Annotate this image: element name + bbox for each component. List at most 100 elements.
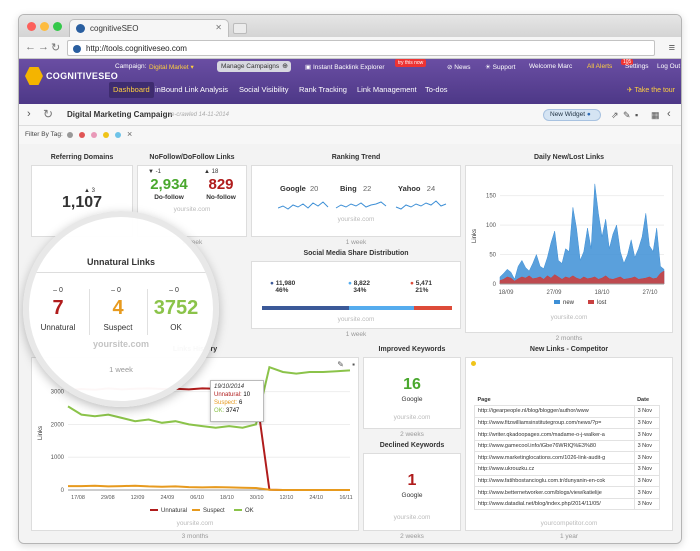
browser-menu-icon[interactable]: ≡ <box>668 42 675 54</box>
suspect-label: Suspect <box>103 323 133 332</box>
row-date: 3 Nov <box>633 405 661 418</box>
share-icon[interactable]: ⇗ <box>611 110 619 120</box>
support-label: Support <box>492 64 516 71</box>
y-axis-label: Links <box>472 229 478 243</box>
dashboard-area: 1,107 ▲ 3 Referring Domains NoFollow/DoF… <box>19 144 681 543</box>
crawl-date: re-crawled 14-11-2014 <box>169 112 229 118</box>
table-row[interactable]: http://igearpeople.nl/blog/blogger/autho… <box>474 405 661 418</box>
declined-keywords-value: 1 <box>407 472 417 489</box>
row-page-link[interactable]: http://www.gamecool.info/iGbe76WRIQ%E3%8… <box>474 439 635 453</box>
welcome-text: Welcome Marc <box>529 63 573 70</box>
tooltip-unnatural-label: Unnatural: <box>214 392 242 398</box>
nav-social-visibility[interactable]: Social Visibility <box>239 85 289 94</box>
table-row[interactable]: http://www.datadial.net/blog/index.php/2… <box>474 497 661 511</box>
new-widget-button[interactable]: New Widget ● <box>543 109 601 121</box>
chevron-left-icon[interactable]: ‹ <box>667 108 671 120</box>
row-page-link[interactable]: http://www.fitzwilliamsinstitutegroup.co… <box>474 416 635 430</box>
competitor-site: yourcompetitor.com <box>540 520 598 527</box>
collapse-sidebar-icon[interactable]: › <box>27 108 31 120</box>
facebook-icon: ● <box>270 280 274 287</box>
history-trash-icon[interactable]: ▪ <box>352 360 355 369</box>
row-date: 3 Nov <box>633 486 661 499</box>
bing-label: Bing <box>340 184 357 193</box>
facebook-share: ● 11,980 46% <box>270 280 295 294</box>
improved-keywords-title: Improved Keywords <box>378 346 446 353</box>
table-row[interactable]: http://www.marketinglocations.com/1026-l… <box>474 451 661 465</box>
close-tab-icon[interactable]: ✕ <box>215 23 222 32</box>
app-logo[interactable]: COGNITIVESEO <box>25 65 121 98</box>
daily-period: 2 months <box>555 335 583 342</box>
tag-yellow-icon[interactable] <box>103 132 109 138</box>
table-row[interactable]: http://www.ukrouzku.cz 3 Nov <box>474 463 661 476</box>
forward-arrow-icon[interactable]: → <box>38 41 49 53</box>
reload-icon[interactable]: ↻ <box>51 42 61 54</box>
nav-rank-tracking[interactable]: Rank Tracking <box>299 85 347 94</box>
new-tab-button[interactable] <box>233 23 247 34</box>
close-window-icon[interactable] <box>27 22 36 31</box>
x-tick-label: 12/09 <box>131 495 145 501</box>
manage-campaigns-button[interactable]: Manage Campaigns ⊕ <box>217 61 291 72</box>
nav-link-management[interactable]: Link Management <box>357 85 417 94</box>
plus-circle-icon: ● <box>586 111 591 118</box>
tag-blue-icon[interactable] <box>115 132 121 138</box>
tag-pink-icon[interactable] <box>91 132 97 138</box>
row-page-link[interactable]: http://www.ukrouzku.cz <box>474 463 635 476</box>
google-label: Google <box>280 184 306 193</box>
row-page-link[interactable]: http://igearpeople.nl/blog/blogger/autho… <box>474 405 635 418</box>
back-arrow-icon[interactable]: ← <box>25 41 36 53</box>
col-page: Page <box>477 396 491 403</box>
clear-filter-icon[interactable]: × <box>127 129 133 139</box>
competitor-widget: Page Date http://igearpeople.nl/blog/blog… <box>465 357 673 531</box>
row-page-link[interactable]: http://www.betternetworker.com/blogs/vie… <box>474 486 635 499</box>
suspect-value: 4 <box>112 297 124 319</box>
browser-window: cognitiveSEO ✕ ← → ↻ http://tools.cognit… <box>18 14 682 544</box>
row-page-link[interactable]: http://www.marketinglocations.com/1026-l… <box>474 451 635 465</box>
plus-icon: ⊕ <box>282 63 288 70</box>
nav-dashboard[interactable]: Dashboard <box>109 82 154 98</box>
browser-tab[interactable]: cognitiveSEO ✕ <box>69 19 229 37</box>
campaign-select[interactable]: Digital Market ▾ <box>149 64 194 71</box>
ranking-site: yoursite.com <box>337 216 375 223</box>
declined-keywords-title: Declined Keywords <box>379 442 445 449</box>
nav-todos[interactable]: To-dos <box>425 85 448 94</box>
all-alerts-link[interactable]: All Alerts <box>587 63 613 70</box>
settings-link[interactable]: Settings <box>625 63 649 70</box>
unnatural-delta: – 0 <box>53 287 63 294</box>
twitter-share-value: 8,822 <box>353 280 371 287</box>
nav-inbound-link-analysis[interactable]: inBound Link Analysis <box>155 85 228 94</box>
edit-icon[interactable]: ✎ <box>623 110 631 120</box>
referring-domains-value: 1,107 <box>61 194 103 211</box>
url-input[interactable]: http://tools.cognitiveseo.com <box>67 40 655 56</box>
ranking-trend-title: Ranking Trend <box>331 154 381 161</box>
table-row[interactable]: http://www.fitzwilliamsinstitutegroup.co… <box>474 416 661 430</box>
tag-gray-icon[interactable] <box>67 132 73 138</box>
take-tour-link[interactable]: ✈ Take the tour <box>627 86 675 94</box>
grid-icon[interactable]: ▦ <box>651 110 660 120</box>
table-row[interactable]: http://www.fatihbostancioglu.com.tr/duny… <box>474 474 661 488</box>
table-row[interactable]: http://www.gamecool.info/iGbe76WRIQ%E3%8… <box>474 439 661 453</box>
competitor-period: 1 year <box>559 533 579 540</box>
unnatural-links-magnifier: Unnatural Links – 0 7 Unnatural – 0 4 Su… <box>23 211 219 407</box>
minimize-window-icon[interactable] <box>40 22 49 31</box>
backlink-explorer-link[interactable]: ▣ Instant Backlink Explorer <box>305 64 385 71</box>
table-row[interactable]: http://www.betternetworker.com/blogs/vie… <box>474 486 661 499</box>
backlink-explorer-label: Instant Backlink Explorer <box>312 64 385 71</box>
row-page-link[interactable]: http://writer.qkadoopages.com/madame-o-j… <box>474 428 635 441</box>
legend-swatch-new <box>554 300 560 304</box>
row-page-link[interactable]: http://www.fatihbostancioglu.com.tr/duny… <box>474 474 635 488</box>
dofollow-delta-value: -1 <box>155 169 161 175</box>
unnatural-delta-value: 0 <box>58 287 63 294</box>
news-link[interactable]: ⊘ News <box>447 64 471 71</box>
trash-icon[interactable]: ▪ <box>635 110 639 120</box>
history-edit-icon[interactable]: ✎ <box>337 360 344 369</box>
refresh-icon[interactable]: ↻ <box>43 107 54 121</box>
support-link[interactable]: ☀ Support <box>485 64 516 71</box>
ranking-yahoo: Yahoo 24 <box>398 184 435 193</box>
y-tick-label: 150 <box>486 194 497 200</box>
maximize-window-icon[interactable] <box>53 22 62 31</box>
tag-red-icon[interactable] <box>79 132 85 138</box>
twitter-share: ● 8,822 34% <box>348 280 370 294</box>
table-row[interactable]: http://writer.qkadoopages.com/madame-o-j… <box>474 428 661 441</box>
logout-link[interactable]: Log Out <box>657 63 681 70</box>
row-page-link[interactable]: http://www.datadial.net/blog/index.php/2… <box>474 497 635 511</box>
